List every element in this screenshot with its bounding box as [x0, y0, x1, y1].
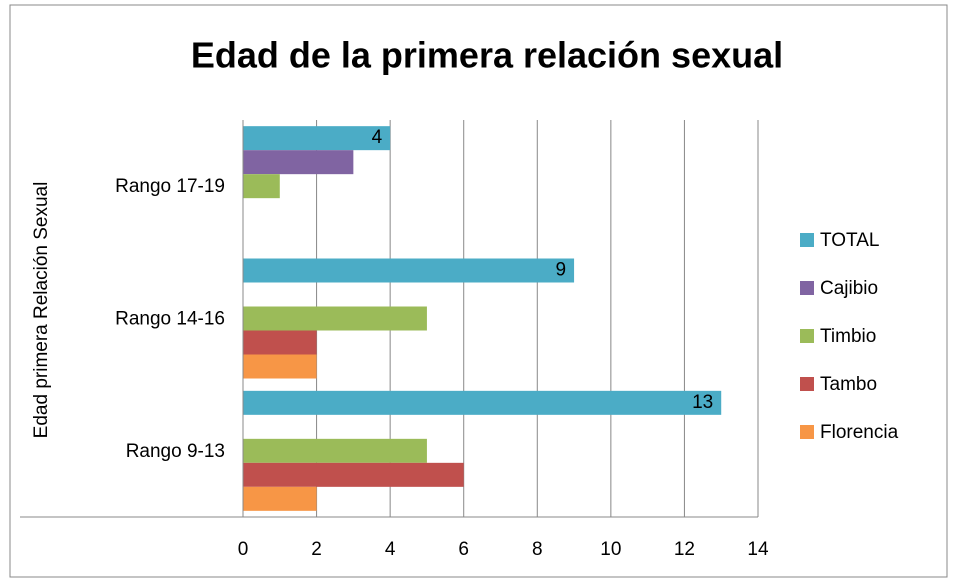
bar: [243, 486, 317, 511]
y-tick-label: Rango 14-16: [115, 309, 225, 330]
legend-label: Tambo: [820, 374, 877, 395]
legend-swatch: [800, 329, 814, 343]
bar: [243, 306, 427, 331]
bar: [243, 150, 354, 175]
chart-border: [9, 4, 948, 578]
bar: [243, 462, 464, 487]
legend-label: TOTAL: [820, 230, 879, 251]
x-tick-label: 14: [747, 539, 769, 560]
bar: [243, 258, 575, 283]
bar: [243, 438, 427, 463]
x-tick-label: 6: [458, 539, 469, 560]
legend-swatch: [800, 425, 814, 439]
y-tick-label: Rango 17-19: [115, 176, 225, 197]
bar: [243, 174, 280, 199]
x-tick-label: 12: [674, 539, 695, 560]
legend-swatch: [800, 377, 814, 391]
x-tick-label: 10: [600, 539, 621, 560]
data-label: 13: [692, 392, 713, 413]
data-label: 4: [372, 127, 383, 148]
x-tick-label: 0: [238, 539, 249, 560]
bar: [243, 354, 317, 379]
chart-title: Edad de la primera relación sexual: [191, 35, 783, 76]
y-tick-label: Rango 9-13: [126, 441, 225, 462]
legend-label: Florencia: [820, 422, 899, 443]
bar: [243, 390, 722, 415]
bar: [243, 126, 391, 151]
legend-swatch: [800, 281, 814, 295]
legend-label: Cajibio: [820, 278, 878, 299]
y-axis-title: Edad primera Relación Sexual: [31, 182, 52, 439]
x-tick-label: 2: [311, 539, 322, 560]
legend-swatch: [800, 233, 814, 247]
data-label: 9: [555, 260, 566, 281]
x-tick-label: 4: [385, 539, 396, 560]
x-tick-label: 8: [532, 539, 543, 560]
legend-label: Timbio: [820, 326, 876, 347]
bar: [243, 330, 317, 355]
